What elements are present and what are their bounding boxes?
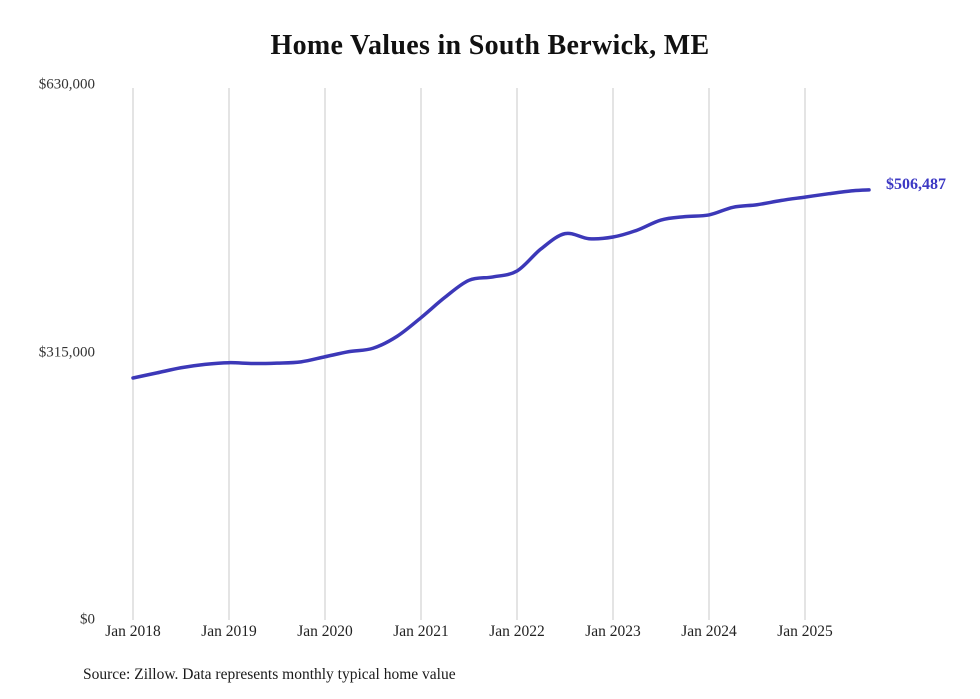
x-tick-label: Jan 2024 xyxy=(681,623,737,640)
chart-title: Home Values in South Berwick, ME xyxy=(270,30,710,61)
x-tick-label: Jan 2025 xyxy=(777,623,833,640)
latest-value-label: $506,487 xyxy=(886,175,946,193)
x-tick-label: Jan 2022 xyxy=(489,623,545,640)
x-tick-label: Jan 2018 xyxy=(105,623,161,640)
value-line xyxy=(131,188,871,380)
source-note: Source: Zillow. Data represents monthly … xyxy=(83,666,456,683)
x-tick-label: Jan 2020 xyxy=(297,623,353,640)
y-tick-label: $630,000 xyxy=(38,76,95,93)
y-tick-label: $0 xyxy=(80,611,95,628)
y-tick-label: $315,000 xyxy=(38,344,95,360)
x-tick-label: Jan 2019 xyxy=(201,623,257,640)
x-tick-label: Jan 2023 xyxy=(585,623,641,640)
x-tick-label: Jan 2021 xyxy=(393,623,449,640)
